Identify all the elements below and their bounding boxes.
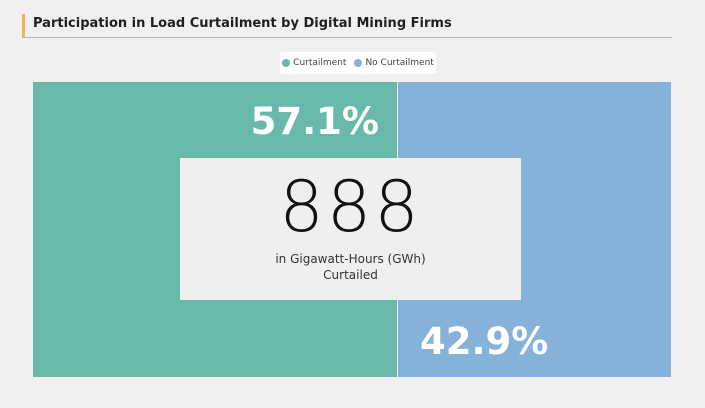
legend-item-curtailment[interactable]: Curtailment: [282, 58, 346, 68]
callout-box: 888 in Gigawatt-Hours (GWh) Curtailed: [180, 158, 521, 300]
data-label-no-curtailment: 42.9%: [420, 320, 549, 363]
legend-label-no-curtailment: No Curtailment: [365, 58, 434, 68]
callout-unit-line2: Curtailed: [323, 268, 378, 282]
legend-label-curtailment: Curtailment: [293, 58, 347, 68]
callout-unit-line1: in Gigawatt-Hours (GWh): [275, 252, 426, 266]
callout-unit: in Gigawatt-Hours (GWh) Curtailed: [180, 251, 521, 283]
data-label-curtailment: 57.1%: [250, 100, 379, 143]
callout-value: 888: [279, 166, 422, 248]
chart-title: Participation in Load Curtailment by Dig…: [33, 16, 452, 31]
legend-swatch-no-curtailment: [354, 59, 363, 67]
legend-swatch-curtailment: [282, 59, 291, 67]
title-bar: Participation in Load Curtailment by Dig…: [22, 14, 672, 38]
legend: Curtailment No Curtailment: [280, 52, 436, 74]
legend-item-no-curtailment[interactable]: No Curtailment: [354, 58, 434, 68]
